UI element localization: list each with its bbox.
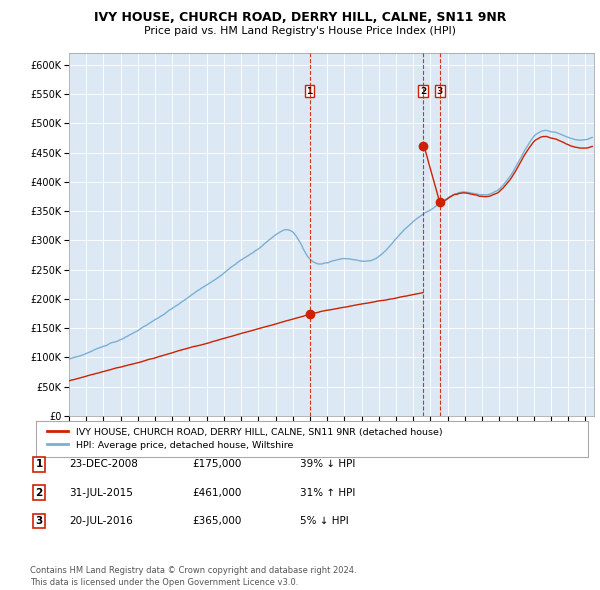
Text: 39% ↓ HPI: 39% ↓ HPI bbox=[300, 460, 355, 469]
Text: £461,000: £461,000 bbox=[192, 488, 241, 497]
Text: 20-JUL-2016: 20-JUL-2016 bbox=[69, 516, 133, 526]
Text: 5% ↓ HPI: 5% ↓ HPI bbox=[300, 516, 349, 526]
Text: 3: 3 bbox=[437, 87, 443, 96]
Text: 23-DEC-2008: 23-DEC-2008 bbox=[69, 460, 138, 469]
Text: 1: 1 bbox=[307, 87, 313, 96]
Text: Contains HM Land Registry data © Crown copyright and database right 2024.
This d: Contains HM Land Registry data © Crown c… bbox=[30, 566, 356, 587]
Text: 3: 3 bbox=[35, 516, 43, 526]
Text: 31-JUL-2015: 31-JUL-2015 bbox=[69, 488, 133, 497]
Text: 2: 2 bbox=[420, 87, 427, 96]
Text: Price paid vs. HM Land Registry's House Price Index (HPI): Price paid vs. HM Land Registry's House … bbox=[144, 26, 456, 36]
Text: 2: 2 bbox=[35, 488, 43, 497]
Text: 31% ↑ HPI: 31% ↑ HPI bbox=[300, 488, 355, 497]
Text: IVY HOUSE, CHURCH ROAD, DERRY HILL, CALNE, SN11 9NR: IVY HOUSE, CHURCH ROAD, DERRY HILL, CALN… bbox=[94, 11, 506, 24]
Text: £175,000: £175,000 bbox=[192, 460, 241, 469]
Text: 1: 1 bbox=[35, 460, 43, 469]
Legend: IVY HOUSE, CHURCH ROAD, DERRY HILL, CALNE, SN11 9NR (detached house), HPI: Avera: IVY HOUSE, CHURCH ROAD, DERRY HILL, CALN… bbox=[43, 424, 446, 454]
Text: £365,000: £365,000 bbox=[192, 516, 241, 526]
